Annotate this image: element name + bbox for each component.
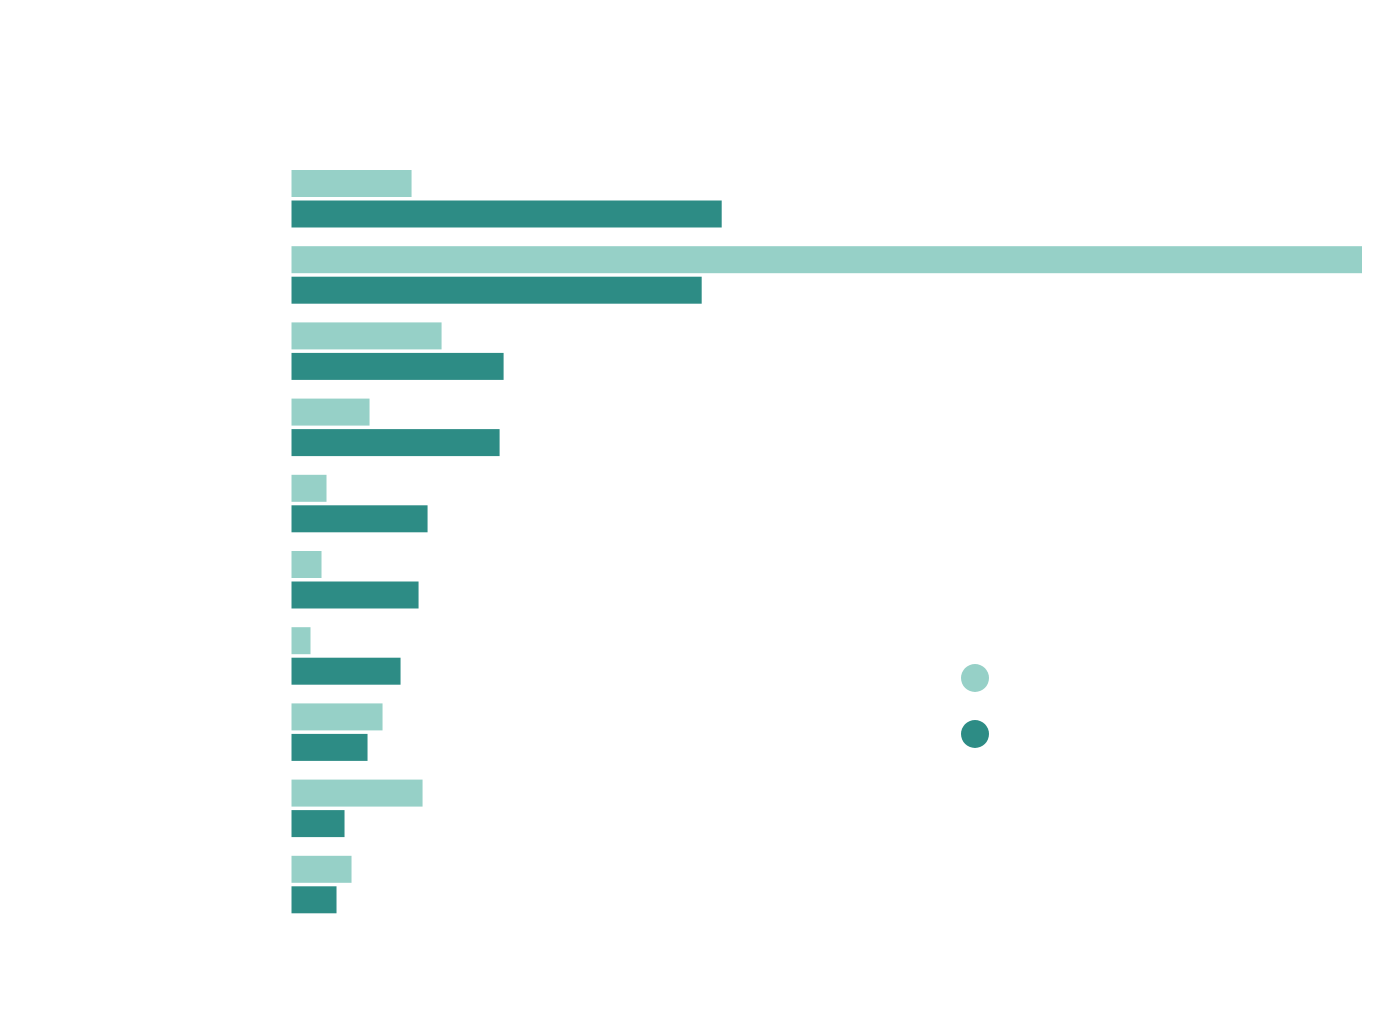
bar-series-2: [291, 200, 722, 228]
bar-series-2: [291, 276, 702, 304]
bar-series-2: [291, 581, 419, 609]
bar-series-2: [291, 429, 500, 457]
bar-series-2: [291, 505, 428, 533]
bar-group: [291, 474, 428, 533]
legend-marker-series-1: [961, 664, 989, 692]
bar-series-1: [291, 398, 370, 426]
bar-series-2: [291, 657, 401, 685]
bar-series-1: [291, 855, 352, 883]
bar-group: [291, 170, 722, 228]
bar-series-1: [291, 322, 442, 350]
bar-group: [291, 703, 383, 761]
bar-group: [291, 779, 423, 838]
bars-layer: [291, 170, 1362, 914]
bar-group: [291, 398, 500, 457]
bar-series-1: [291, 703, 383, 731]
legend-marker-series-2: [961, 720, 989, 748]
bar-series-1: [291, 474, 327, 502]
bar-group: [291, 627, 401, 685]
bar-series-1: [291, 246, 1362, 274]
bar-series-2: [291, 733, 368, 761]
bar-series-1: [291, 779, 423, 807]
bar-series-1: [291, 551, 322, 578]
bar-group: [291, 855, 352, 914]
bar-series-2: [291, 352, 504, 380]
bar-series-2: [291, 886, 337, 914]
bar-series-1: [291, 627, 311, 655]
bar-group: [291, 322, 504, 380]
bar-series-1: [291, 170, 412, 197]
legend: [961, 664, 989, 748]
bar-group: [291, 246, 1362, 304]
bar-group: [291, 551, 419, 609]
bar-series-2: [291, 810, 345, 838]
